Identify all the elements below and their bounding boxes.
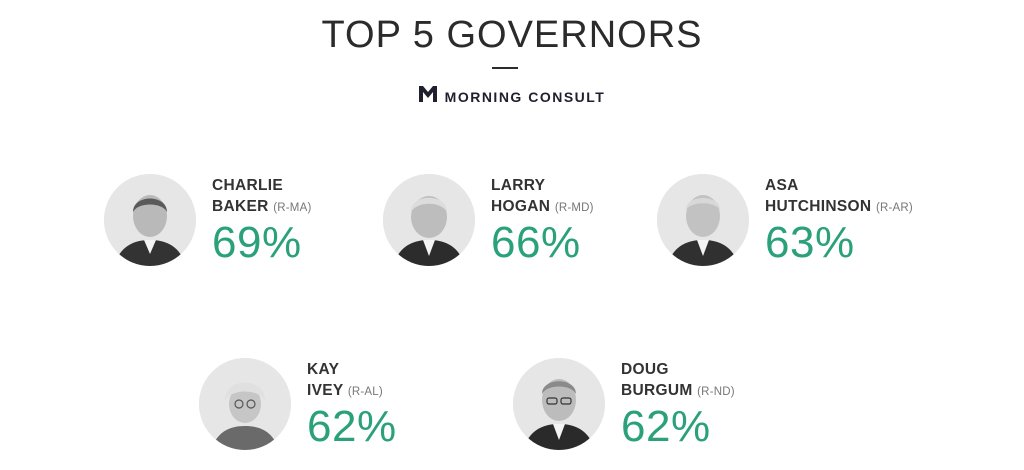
governor-photo (104, 174, 196, 266)
governor-photo (383, 174, 475, 266)
governor-party: (R-ND) (697, 385, 735, 398)
governor-photo (513, 358, 605, 450)
governor-card-hutchinson: ASA HUTCHINSON (R-AR) 63% (657, 174, 913, 266)
governor-last-name: HUTCHINSON (765, 197, 872, 215)
governor-party: (R-MA) (273, 201, 312, 214)
governor-last-name: BAKER (212, 197, 269, 215)
brand: MORNING CONSULT (0, 86, 1024, 107)
governor-last-name: BURGUM (621, 381, 693, 399)
morning-consult-logo-icon (418, 86, 437, 107)
governor-last-name: IVEY (307, 381, 344, 399)
governor-photo (199, 358, 291, 450)
governor-approval: 69% (212, 217, 302, 267)
title-divider (492, 67, 518, 69)
brand-name: MORNING CONSULT (444, 88, 606, 105)
governor-card-baker: CHARLIE BAKER (R-MA) 69% (104, 174, 311, 266)
governor-approval: 63% (765, 217, 855, 267)
governor-party: (R-AR) (875, 201, 913, 214)
governor-first-name: KAY (307, 360, 340, 378)
governor-photo (657, 174, 749, 266)
governor-card-burgum: DOUG BURGUM (R-ND) 62% (513, 358, 735, 450)
governor-approval: 66% (491, 217, 581, 267)
governor-first-name: CHARLIE (212, 176, 283, 194)
governor-first-name: ASA (765, 176, 799, 194)
governor-approval: 62% (621, 401, 711, 451)
governor-party: (R-MD) (554, 201, 594, 214)
governor-card-ivey: KAY IVEY (R-AL) 62% (199, 358, 397, 450)
page-title: TOP 5 GOVERNORS (321, 14, 703, 56)
governor-party: (R-AL) (347, 385, 383, 398)
governor-last-name: HOGAN (491, 197, 551, 215)
governor-first-name: LARRY (491, 176, 546, 194)
governor-first-name: DOUG (621, 360, 669, 378)
governor-card-hogan: LARRY HOGAN (R-MD) 66% (383, 174, 594, 266)
governor-approval: 62% (307, 401, 397, 451)
